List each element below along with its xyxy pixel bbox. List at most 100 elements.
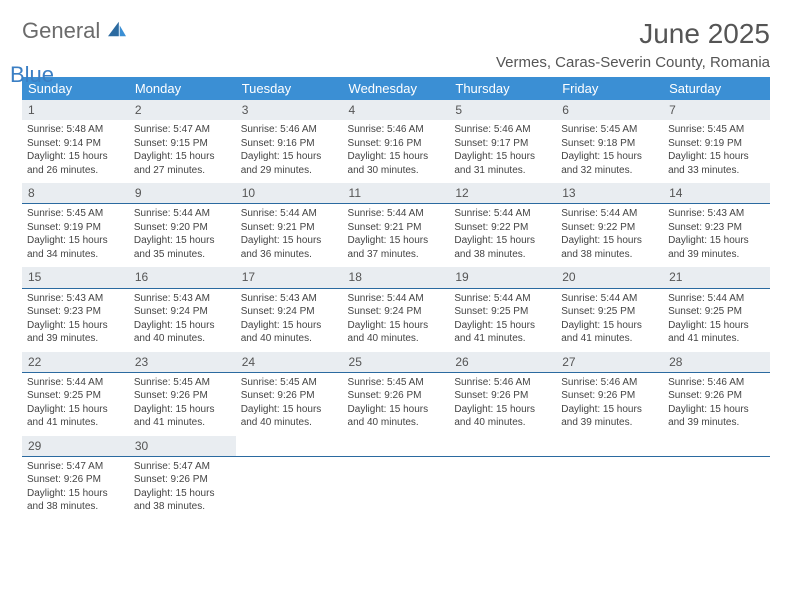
day-number-cell: 27 <box>556 352 663 373</box>
sunrise-line: Sunrise: 5:44 AM <box>134 207 231 221</box>
sunset-line: Sunset: 9:26 PM <box>668 389 765 403</box>
sunset-line: Sunset: 9:26 PM <box>27 473 124 487</box>
day-number-cell: 8 <box>22 183 129 204</box>
sunrise-line: Sunrise: 5:43 AM <box>668 207 765 221</box>
sunrise-line: Sunrise: 5:47 AM <box>134 460 231 474</box>
sunrise-line: Sunrise: 5:44 AM <box>561 207 658 221</box>
day-number-cell <box>556 436 663 457</box>
day-number-cell: 22 <box>22 352 129 373</box>
sunset-line: Sunset: 9:26 PM <box>134 473 231 487</box>
day-number-cell: 16 <box>129 267 236 288</box>
sunset-line: Sunset: 9:19 PM <box>668 137 765 151</box>
sunset-line: Sunset: 9:17 PM <box>454 137 551 151</box>
day-cell: Sunrise: 5:47 AMSunset: 9:26 PMDaylight:… <box>22 456 129 520</box>
daylight-line: Daylight: 15 hours and 40 minutes. <box>348 403 445 430</box>
day-number-cell: 12 <box>449 183 556 204</box>
day-cell: Sunrise: 5:46 AMSunset: 9:26 PMDaylight:… <box>556 372 663 436</box>
day-cell: Sunrise: 5:46 AMSunset: 9:17 PMDaylight:… <box>449 120 556 183</box>
weekday-header: Wednesday <box>343 77 450 100</box>
weekday-header: Friday <box>556 77 663 100</box>
week-content-row: Sunrise: 5:47 AMSunset: 9:26 PMDaylight:… <box>22 456 770 520</box>
day-cell <box>343 456 450 520</box>
sunrise-line: Sunrise: 5:47 AM <box>134 123 231 137</box>
day-number-cell: 7 <box>663 100 770 120</box>
day-cell: Sunrise: 5:45 AMSunset: 9:19 PMDaylight:… <box>22 204 129 268</box>
calendar-body: 1234567Sunrise: 5:48 AMSunset: 9:14 PMDa… <box>22 100 770 520</box>
day-cell: Sunrise: 5:45 AMSunset: 9:18 PMDaylight:… <box>556 120 663 183</box>
daylight-line: Daylight: 15 hours and 27 minutes. <box>134 150 231 177</box>
sunrise-line: Sunrise: 5:46 AM <box>668 376 765 390</box>
day-cell <box>449 456 556 520</box>
daylight-line: Daylight: 15 hours and 41 minutes. <box>134 403 231 430</box>
daylight-line: Daylight: 15 hours and 31 minutes. <box>454 150 551 177</box>
weekday-header: Monday <box>129 77 236 100</box>
sunset-line: Sunset: 9:21 PM <box>241 221 338 235</box>
day-cell: Sunrise: 5:43 AMSunset: 9:23 PMDaylight:… <box>22 288 129 352</box>
daylight-line: Daylight: 15 hours and 39 minutes. <box>668 234 765 261</box>
day-number-cell: 28 <box>663 352 770 373</box>
sunrise-line: Sunrise: 5:47 AM <box>27 460 124 474</box>
sunset-line: Sunset: 9:26 PM <box>134 389 231 403</box>
day-cell: Sunrise: 5:44 AMSunset: 9:25 PMDaylight:… <box>556 288 663 352</box>
sunset-line: Sunset: 9:25 PM <box>454 305 551 319</box>
sunset-line: Sunset: 9:24 PM <box>134 305 231 319</box>
sunset-line: Sunset: 9:22 PM <box>561 221 658 235</box>
sunset-line: Sunset: 9:20 PM <box>134 221 231 235</box>
daylight-line: Daylight: 15 hours and 38 minutes. <box>561 234 658 261</box>
day-number-cell: 13 <box>556 183 663 204</box>
day-number-cell <box>343 436 450 457</box>
day-number-row: 15161718192021 <box>22 267 770 288</box>
day-number-cell: 14 <box>663 183 770 204</box>
day-cell: Sunrise: 5:45 AMSunset: 9:26 PMDaylight:… <box>236 372 343 436</box>
day-cell: Sunrise: 5:45 AMSunset: 9:26 PMDaylight:… <box>343 372 450 436</box>
calendar-table: SundayMondayTuesdayWednesdayThursdayFrid… <box>22 77 770 520</box>
sunrise-line: Sunrise: 5:46 AM <box>348 123 445 137</box>
day-cell: Sunrise: 5:43 AMSunset: 9:24 PMDaylight:… <box>236 288 343 352</box>
sunrise-line: Sunrise: 5:44 AM <box>454 292 551 306</box>
sunset-line: Sunset: 9:14 PM <box>27 137 124 151</box>
day-cell: Sunrise: 5:43 AMSunset: 9:24 PMDaylight:… <box>129 288 236 352</box>
day-number-row: 22232425262728 <box>22 352 770 373</box>
daylight-line: Daylight: 15 hours and 41 minutes. <box>454 319 551 346</box>
day-number-cell: 5 <box>449 100 556 120</box>
daylight-line: Daylight: 15 hours and 41 minutes. <box>668 319 765 346</box>
sunrise-line: Sunrise: 5:46 AM <box>454 376 551 390</box>
sunset-line: Sunset: 9:25 PM <box>27 389 124 403</box>
logo-text-general: General <box>22 18 100 43</box>
day-number-cell: 11 <box>343 183 450 204</box>
month-title: June 2025 <box>496 18 770 50</box>
sunrise-line: Sunrise: 5:46 AM <box>561 376 658 390</box>
sunset-line: Sunset: 9:16 PM <box>241 137 338 151</box>
sunset-line: Sunset: 9:24 PM <box>241 305 338 319</box>
sunrise-line: Sunrise: 5:46 AM <box>241 123 338 137</box>
daylight-line: Daylight: 15 hours and 29 minutes. <box>241 150 338 177</box>
header: General Blue June 2025 Vermes, Caras-Sev… <box>22 18 770 71</box>
day-number-row: 891011121314 <box>22 183 770 204</box>
daylight-line: Daylight: 15 hours and 34 minutes. <box>27 234 124 261</box>
sunrise-line: Sunrise: 5:44 AM <box>348 292 445 306</box>
daylight-line: Daylight: 15 hours and 39 minutes. <box>668 403 765 430</box>
day-cell: Sunrise: 5:44 AMSunset: 9:25 PMDaylight:… <box>22 372 129 436</box>
day-number-cell: 24 <box>236 352 343 373</box>
day-cell: Sunrise: 5:46 AMSunset: 9:16 PMDaylight:… <box>236 120 343 183</box>
day-number-cell: 23 <box>129 352 236 373</box>
daylight-line: Daylight: 15 hours and 40 minutes. <box>241 403 338 430</box>
day-number-cell: 18 <box>343 267 450 288</box>
logo: General Blue <box>22 18 128 70</box>
day-number-cell: 15 <box>22 267 129 288</box>
day-cell: Sunrise: 5:46 AMSunset: 9:16 PMDaylight:… <box>343 120 450 183</box>
day-cell: Sunrise: 5:47 AMSunset: 9:15 PMDaylight:… <box>129 120 236 183</box>
sunrise-line: Sunrise: 5:44 AM <box>454 207 551 221</box>
week-content-row: Sunrise: 5:48 AMSunset: 9:14 PMDaylight:… <box>22 120 770 183</box>
sunset-line: Sunset: 9:25 PM <box>561 305 658 319</box>
day-number-cell: 1 <box>22 100 129 120</box>
day-cell: Sunrise: 5:44 AMSunset: 9:21 PMDaylight:… <box>343 204 450 268</box>
sunset-line: Sunset: 9:22 PM <box>454 221 551 235</box>
week-content-row: Sunrise: 5:44 AMSunset: 9:25 PMDaylight:… <box>22 372 770 436</box>
day-number-cell: 10 <box>236 183 343 204</box>
daylight-line: Daylight: 15 hours and 30 minutes. <box>348 150 445 177</box>
day-cell <box>663 456 770 520</box>
daylight-line: Daylight: 15 hours and 38 minutes. <box>134 487 231 514</box>
sunrise-line: Sunrise: 5:44 AM <box>668 292 765 306</box>
week-content-row: Sunrise: 5:45 AMSunset: 9:19 PMDaylight:… <box>22 204 770 268</box>
